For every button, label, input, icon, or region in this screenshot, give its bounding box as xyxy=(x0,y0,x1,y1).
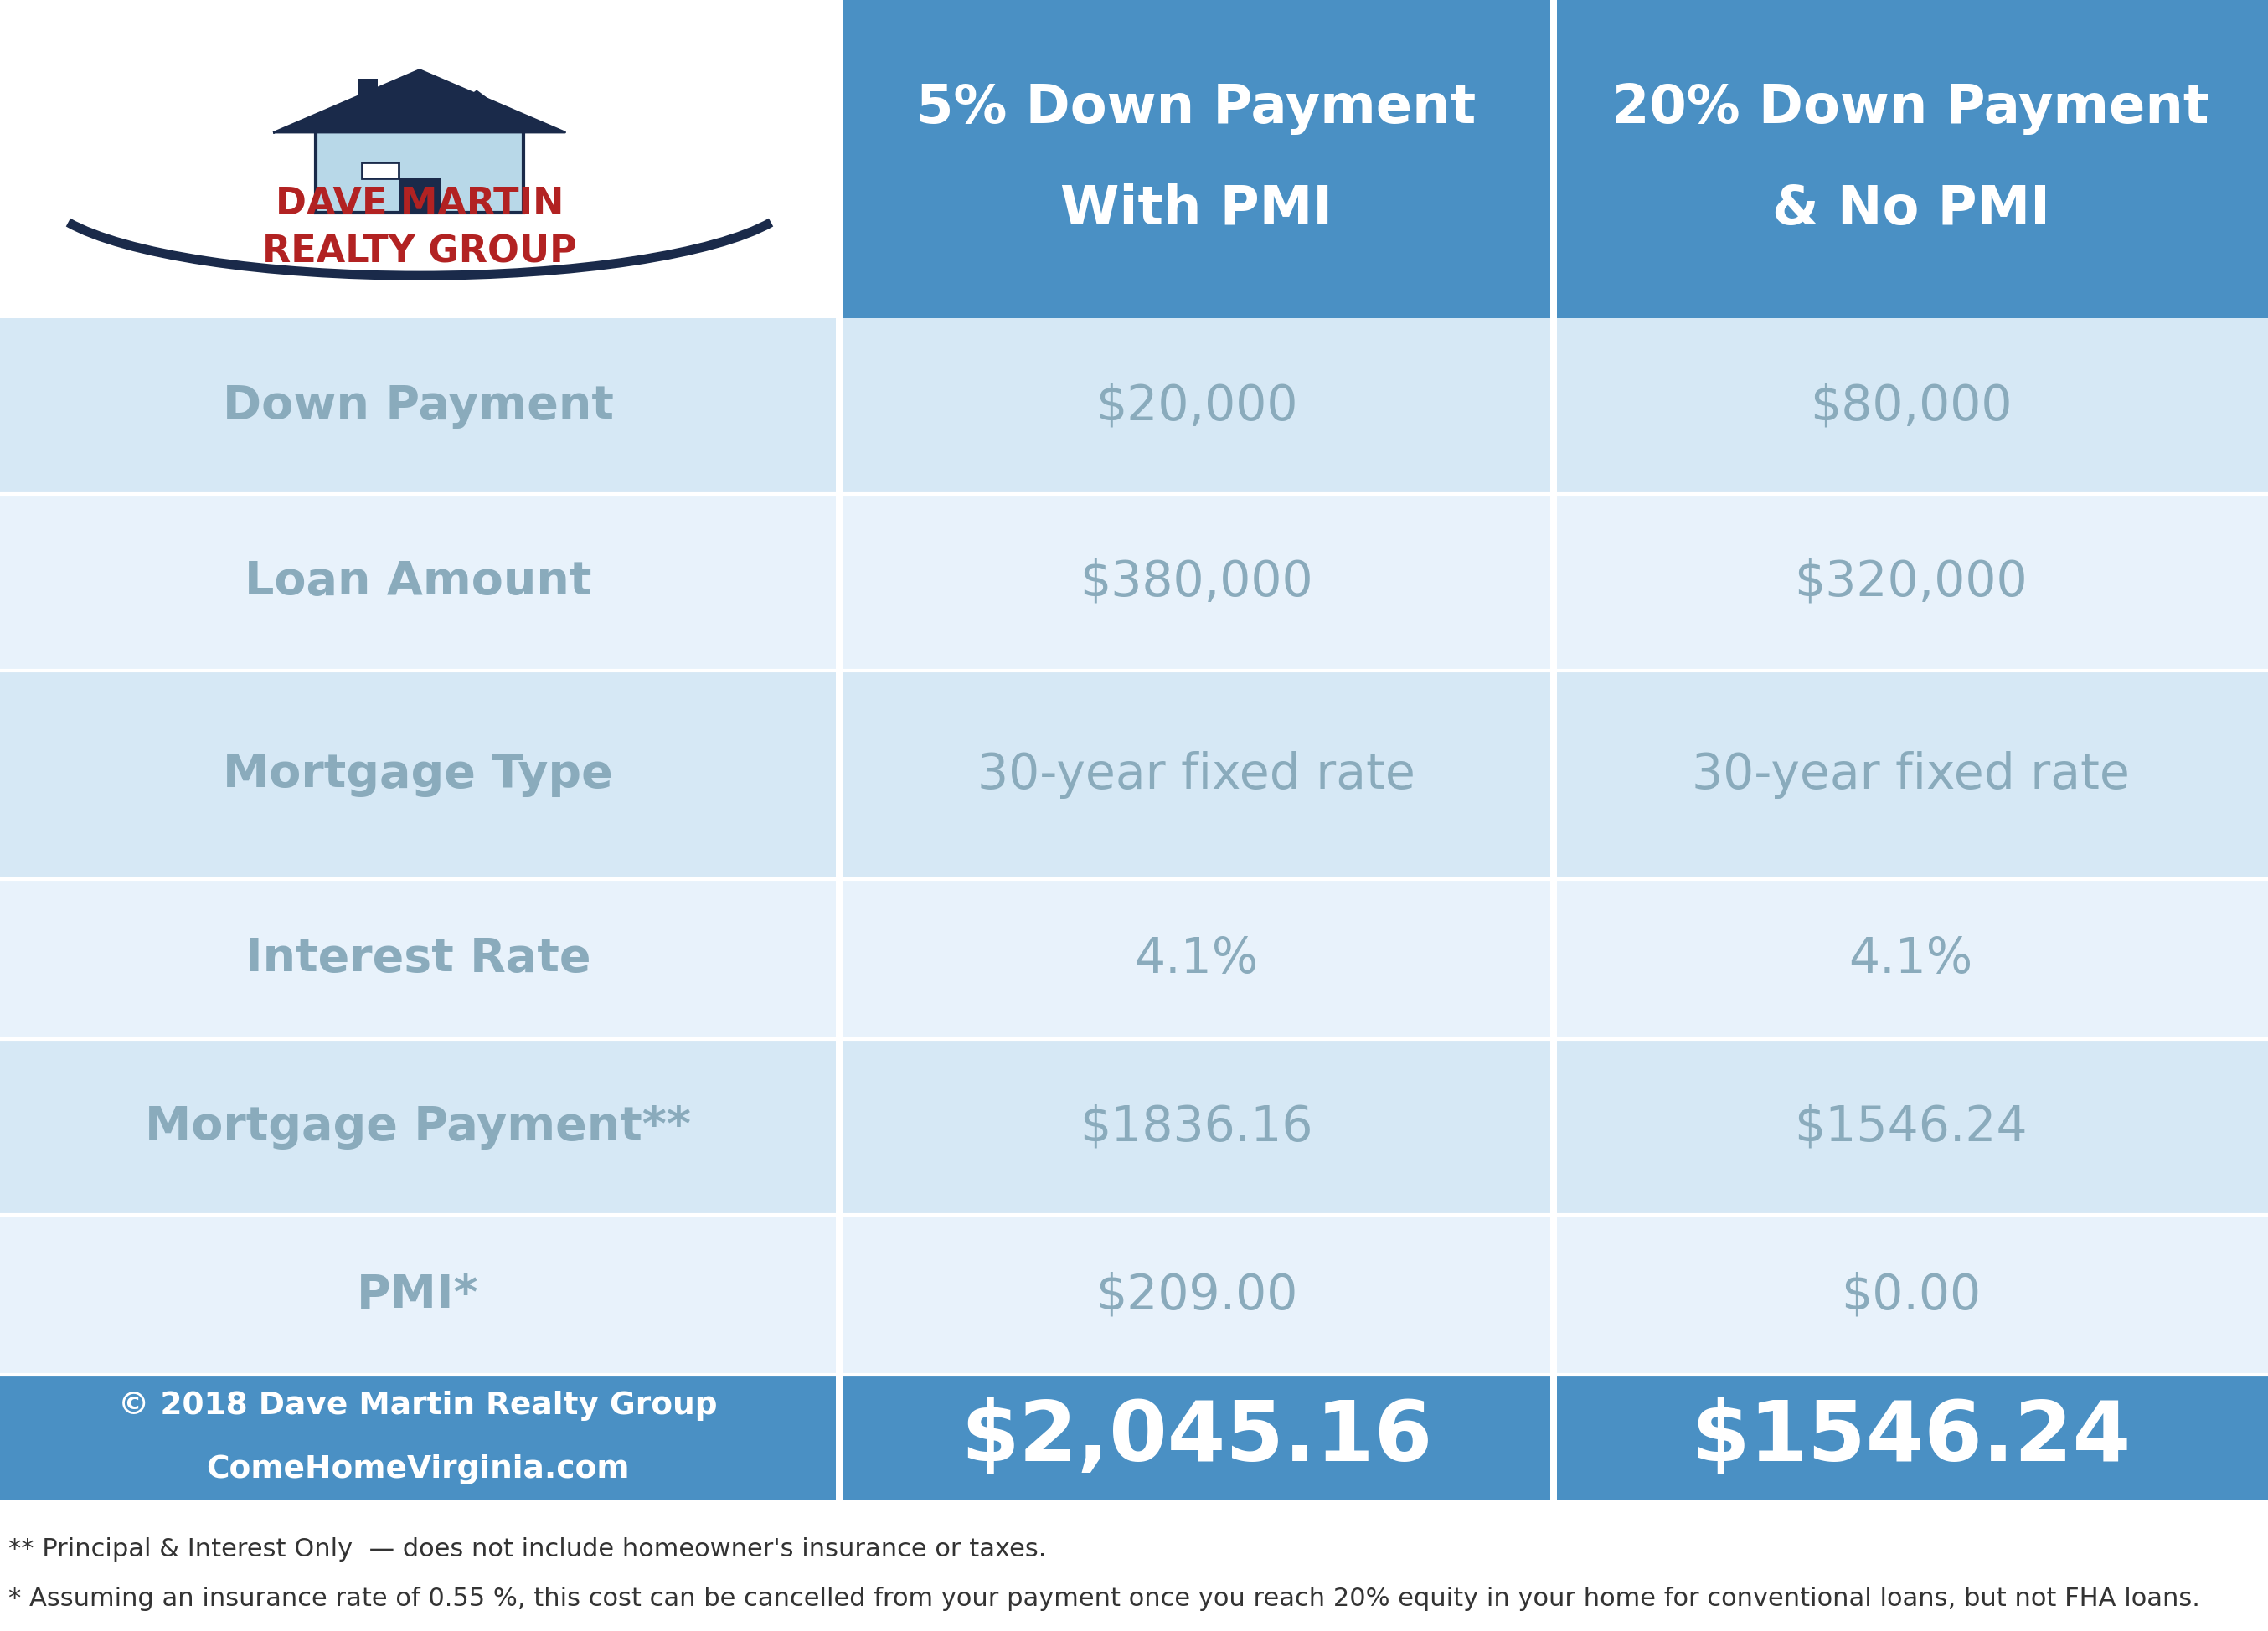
Text: Mortgage Type: Mortgage Type xyxy=(222,752,612,798)
Bar xyxy=(431,132,524,209)
Bar xyxy=(0,1375,837,1501)
Text: 30-year fixed rate: 30-year fixed rate xyxy=(1692,750,2130,799)
Bar xyxy=(0,879,837,1039)
Bar xyxy=(399,179,440,212)
Bar xyxy=(1556,1215,2268,1375)
Bar xyxy=(841,670,1551,879)
Text: Loan Amount: Loan Amount xyxy=(245,559,592,605)
Bar xyxy=(841,1039,1551,1215)
Bar xyxy=(0,670,837,879)
Text: 30-year fixed rate: 30-year fixed rate xyxy=(978,750,1415,799)
Text: PMI*: PMI* xyxy=(356,1272,479,1318)
Bar xyxy=(1556,1375,2268,1501)
Bar xyxy=(841,879,1551,1039)
Text: 5% Down Payment: 5% Down Payment xyxy=(916,83,1476,135)
Text: $209.00: $209.00 xyxy=(1095,1271,1297,1319)
Bar xyxy=(361,163,399,179)
Bar xyxy=(315,124,524,212)
Text: 4.1%: 4.1% xyxy=(1848,935,1973,983)
Text: Interest Rate: Interest Rate xyxy=(245,936,590,982)
Text: $1546.24: $1546.24 xyxy=(1692,1398,2130,1478)
Text: $320,000: $320,000 xyxy=(1794,558,2028,607)
Bar xyxy=(1556,0,2268,318)
Text: 20% Down Payment: 20% Down Payment xyxy=(1613,83,2209,135)
Bar xyxy=(1556,1039,2268,1215)
Text: Down Payment: Down Payment xyxy=(222,383,612,429)
Bar xyxy=(0,318,837,494)
Text: DAVE MARTIN: DAVE MARTIN xyxy=(274,186,565,222)
Bar xyxy=(1556,879,2268,1039)
Bar xyxy=(1556,318,2268,494)
Bar xyxy=(841,1215,1551,1375)
Text: © 2018 Dave Martin Realty Group: © 2018 Dave Martin Realty Group xyxy=(118,1391,717,1421)
Text: $1546.24: $1546.24 xyxy=(1794,1103,2028,1151)
Bar xyxy=(0,1215,837,1375)
Text: REALTY GROUP: REALTY GROUP xyxy=(263,235,576,271)
Polygon shape xyxy=(274,70,565,132)
Bar xyxy=(358,78,379,109)
Text: $2,045.16: $2,045.16 xyxy=(962,1398,1431,1478)
Text: $380,000: $380,000 xyxy=(1080,558,1313,607)
Text: ** Principal & Interest Only  — does not include homeowner's insurance or taxes.: ** Principal & Interest Only — does not … xyxy=(9,1538,1046,1561)
Text: ComeHomeVirginia.com: ComeHomeVirginia.com xyxy=(206,1455,631,1484)
Bar xyxy=(841,318,1551,494)
Text: $1836.16: $1836.16 xyxy=(1080,1103,1313,1151)
Text: $0.00: $0.00 xyxy=(1842,1271,1980,1319)
Text: 4.1%: 4.1% xyxy=(1134,935,1259,983)
Bar xyxy=(841,1375,1551,1501)
Text: * Assuming an insurance rate of 0.55 %, this cost can be cancelled from your pay: * Assuming an insurance rate of 0.55 %, … xyxy=(9,1587,2200,1610)
Bar xyxy=(0,1039,837,1215)
Polygon shape xyxy=(420,91,533,132)
Text: Mortgage Payment**: Mortgage Payment** xyxy=(145,1104,692,1150)
Text: & No PMI: & No PMI xyxy=(1771,183,2050,235)
Text: $80,000: $80,000 xyxy=(1810,382,2012,431)
Bar xyxy=(841,0,1551,318)
Bar xyxy=(1556,494,2268,670)
Text: With PMI: With PMI xyxy=(1059,183,1334,235)
Text: $20,000: $20,000 xyxy=(1095,382,1297,431)
Bar xyxy=(0,494,837,670)
Bar xyxy=(1556,670,2268,879)
Bar xyxy=(841,494,1551,670)
